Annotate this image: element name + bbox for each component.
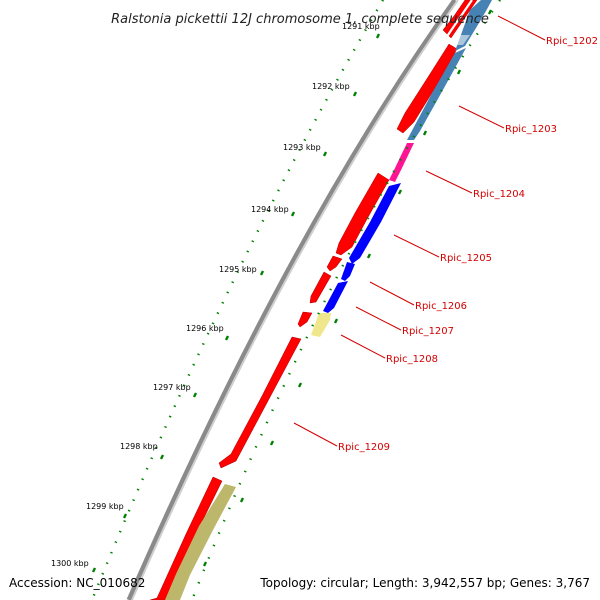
- gene-fwd-rpic-1205[interactable]: [326, 255, 343, 272]
- gene-rev-rpic-1208[interactable]: [311, 313, 331, 337]
- leader-line: [369, 281, 415, 306]
- gene-label-rpic-1208[interactable]: Rpic_1208: [386, 354, 438, 365]
- scale-label: 1294 kbp: [251, 205, 289, 214]
- scale-label: 1298 kbp: [120, 442, 158, 451]
- gene-label-rpic-1202[interactable]: Rpic_1202: [546, 36, 598, 47]
- major-tick: [333, 318, 339, 324]
- sequence-summary: Topology: circular; Length: 3,942,557 bp…: [260, 576, 590, 590]
- gene-fwd-rpic-1209[interactable]: [149, 476, 223, 600]
- gene-label-rpic-1209[interactable]: Rpic_1209: [338, 442, 390, 453]
- scale-label: 1297 kbp: [153, 383, 191, 392]
- leader-line: [425, 170, 473, 194]
- gene-label-rpic-1205[interactable]: Rpic_1205: [440, 253, 492, 264]
- reverse-strand: [165, 0, 492, 600]
- accession-label: Accession: NC_010682: [9, 576, 146, 590]
- scale-labels: 1291 kbp 1292 kbp 1293 kbp 1294 kbp 1295…: [51, 22, 380, 568]
- major-tick: [397, 189, 403, 195]
- leader-line: [458, 105, 505, 129]
- major-tick: [224, 335, 230, 341]
- strand-separator: [140, 0, 473, 600]
- scale-label: 1292 kbp: [312, 82, 350, 91]
- gene-rev-rpic-1205[interactable]: [349, 183, 401, 264]
- major-tick: [269, 440, 275, 446]
- scale-label: 1300 kbp: [51, 559, 89, 568]
- major-tick: [322, 151, 328, 157]
- major-tick: [290, 211, 296, 217]
- scale-label: 1299 kbp: [86, 502, 124, 511]
- gene-fwd-rpic-1208[interactable]: [218, 336, 302, 469]
- major-tick: [352, 91, 358, 97]
- major-tick: [192, 392, 198, 398]
- gene-label-rpic-1206[interactable]: Rpic_1206: [415, 301, 467, 312]
- gene-rev-rpic-1209[interactable]: [165, 484, 236, 600]
- scale-label: 1295 kbp: [219, 265, 257, 274]
- major-tick: [202, 561, 208, 567]
- forward-strand: [149, 0, 478, 600]
- gene-fwd-rpic-1204[interactable]: [335, 172, 390, 256]
- major-tick: [487, 9, 493, 15]
- scale-label: 1293 kbp: [283, 143, 321, 152]
- major-tick: [122, 513, 128, 519]
- scale-label: 1291 kbp: [342, 22, 380, 31]
- gene-fwd-rpic-1206[interactable]: [309, 271, 332, 304]
- gene-rev-rpic-1202-highlight: [450, 35, 470, 45]
- scale-label: 1296 kbp: [186, 324, 224, 333]
- map-title: Ralstonia pickettii 12J chromosome 1, co…: [111, 12, 489, 27]
- major-tick: [366, 253, 372, 259]
- major-tick: [91, 567, 97, 573]
- major-tick: [375, 33, 381, 39]
- major-tick: [159, 454, 165, 460]
- major-tick: [456, 69, 462, 75]
- leader-line: [497, 15, 546, 41]
- leader-line: [293, 422, 338, 447]
- major-ticks: [91, 9, 493, 573]
- gene-labels: Rpic_1202 Rpic_1203 Rpic_1204 Rpic_1205 …: [338, 36, 598, 453]
- leader-lines: [293, 15, 546, 447]
- major-tick: [239, 497, 245, 503]
- major-tick: [259, 270, 265, 276]
- leader-line: [393, 234, 440, 258]
- backbone-arc-shadow: [131, 0, 459, 600]
- gene-fwd-rpic-1207[interactable]: [297, 311, 313, 328]
- backbone-arc: [126, 0, 458, 600]
- gene-rev-rpic-1207[interactable]: [323, 281, 348, 313]
- major-tick: [297, 382, 303, 388]
- gene-rev-rpic-1204[interactable]: [389, 143, 414, 182]
- gene-label-rpic-1203[interactable]: Rpic_1203: [505, 124, 557, 135]
- gene-fwd-rpic-1203[interactable]: [396, 43, 458, 134]
- gene-rev-rpic-1203[interactable]: [407, 48, 466, 140]
- gene-rev-rpic-1206[interactable]: [341, 262, 355, 281]
- leader-line: [355, 306, 402, 331]
- gene-label-rpic-1207[interactable]: Rpic_1207: [402, 326, 454, 337]
- leader-line: [340, 334, 386, 359]
- gene-label-rpic-1204[interactable]: Rpic_1204: [473, 189, 525, 200]
- major-tick: [422, 130, 428, 136]
